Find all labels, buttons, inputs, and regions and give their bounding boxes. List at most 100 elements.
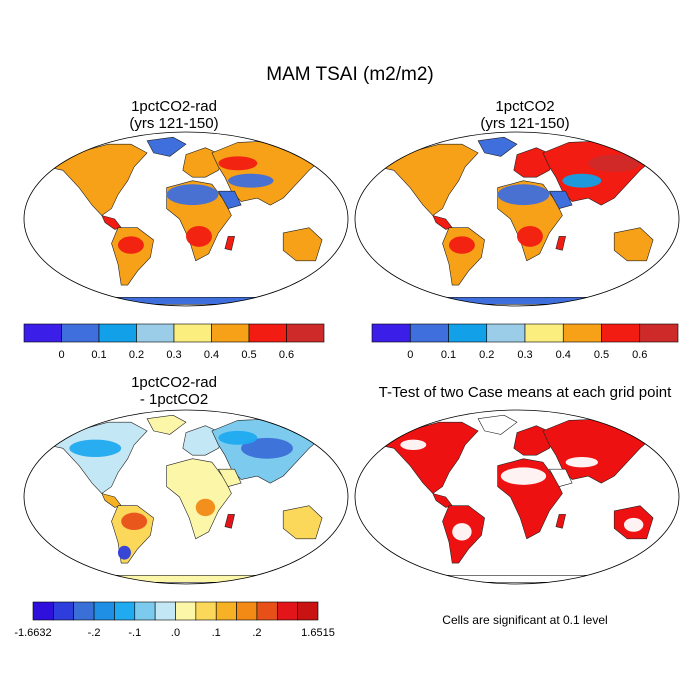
land-northamerica xyxy=(374,421,479,494)
land-greenland xyxy=(146,136,187,157)
colorbar-tick-label: .2 xyxy=(252,627,261,639)
panel-title-ttest: T-Test of two Case means at each grid po… xyxy=(378,384,672,401)
colorbar-tick-label: 0.2 xyxy=(479,349,494,361)
colorbar-tick-label: 0.3 xyxy=(166,349,181,361)
colorbar-swatch xyxy=(136,323,175,343)
colorbar-swatch xyxy=(98,323,137,343)
land-arabia xyxy=(548,468,573,487)
map-panel-3 xyxy=(23,409,349,585)
land-arabia xyxy=(217,190,242,209)
land-madagascar xyxy=(224,236,235,251)
colorbar-tick-label: -.1 xyxy=(128,627,141,639)
field-patch xyxy=(241,437,293,459)
land-northamerica xyxy=(43,143,148,216)
field-patch xyxy=(166,184,219,206)
land-madagascar xyxy=(555,236,566,251)
map-boundary xyxy=(354,409,680,585)
colorbar-swatch xyxy=(211,323,250,343)
colorbar-tick-label: .0 xyxy=(171,627,180,639)
land-antarctica xyxy=(62,574,310,583)
land-northamerica xyxy=(43,421,148,494)
colorbar-3: -1.6632 -.2 -.1 .0 .1 .2 1.6515 xyxy=(14,601,335,639)
colorbar-swatch xyxy=(601,323,641,343)
land-centralamerica xyxy=(432,215,453,230)
panel-title-line1: 1pctCO2 xyxy=(495,98,555,115)
field-patch xyxy=(69,439,122,457)
colorbar-swatch xyxy=(236,601,258,621)
colorbar-swatch xyxy=(448,323,488,343)
land-northamerica xyxy=(374,143,479,216)
land-antarctica xyxy=(393,574,641,583)
land-greenland xyxy=(146,414,187,435)
colorbar-tick-label: -1.6632 xyxy=(14,627,51,639)
land-centralamerica xyxy=(101,493,122,508)
colorbar-swatch xyxy=(61,323,100,343)
colorbar-swatch xyxy=(173,323,212,343)
colorbar-tick-label: 0.1 xyxy=(441,349,456,361)
colorbar-swatch xyxy=(32,601,54,621)
colorbar-swatch xyxy=(53,601,75,621)
land-centralamerica xyxy=(101,215,122,230)
colorbar-tick-label: 0.2 xyxy=(129,349,144,361)
colorbar-swatch xyxy=(73,601,95,621)
field-patch xyxy=(562,173,602,188)
colorbar-swatch xyxy=(23,323,62,343)
colorbar-swatch xyxy=(154,601,176,621)
field-patch xyxy=(218,156,258,171)
panel-title-line2: (yrs 121-150) xyxy=(129,115,219,132)
field-patch xyxy=(195,498,216,517)
colorbar-tick-label: -.2 xyxy=(88,627,101,639)
colorbar-tick-label: 0.1 xyxy=(91,349,106,361)
panel-title-line1: 1pctCO2-rad xyxy=(131,374,217,391)
panel-title-line2: (yrs 121-150) xyxy=(480,115,570,132)
land-arabia xyxy=(217,468,242,487)
field-patch xyxy=(565,456,598,468)
colorbar-tick-label: 0.6 xyxy=(279,349,294,361)
land-greenland xyxy=(477,414,518,435)
field-patch xyxy=(452,523,472,541)
colorbar-tick-label: 0.4 xyxy=(556,349,571,361)
land-madagascar xyxy=(555,514,566,529)
colorbar-swatch xyxy=(486,323,526,343)
panel-title-difference: 1pctCO2-rad - 1pctCO2 xyxy=(24,374,324,408)
land-arabia xyxy=(548,190,573,209)
land-antarctica xyxy=(393,296,641,305)
colorbar-tick-label: .1 xyxy=(212,627,221,639)
colorbar-swatch xyxy=(286,323,325,343)
colorbar-swatch xyxy=(256,601,278,621)
land-australia xyxy=(282,227,323,262)
colorbar-swatch xyxy=(297,601,319,621)
colorbar-tick-label: 0.3 xyxy=(517,349,532,361)
field-patch xyxy=(228,173,274,188)
map-panel-2 xyxy=(354,131,680,307)
colorbar-swatch xyxy=(215,601,237,621)
field-patch xyxy=(623,517,644,532)
field-patch xyxy=(121,512,148,531)
land-antarctica xyxy=(62,296,310,305)
colorbar-swatch xyxy=(248,323,287,343)
land-madagascar xyxy=(224,514,235,529)
field-patch xyxy=(117,236,144,254)
field-patch xyxy=(497,184,550,206)
panel-title-line2: - 1pctCO2 xyxy=(139,391,209,408)
colorbar-tick-label: 0.5 xyxy=(241,349,256,361)
map-land-layer xyxy=(374,414,657,583)
colorbar-tick-label: 1.6515 xyxy=(301,627,335,639)
colorbar-tick-label: 0.4 xyxy=(204,349,219,361)
colorbar-swatch xyxy=(371,323,411,343)
colorbar-swatch xyxy=(175,601,197,621)
colorbar-tick-label: 0 xyxy=(407,349,413,361)
land-centralamerica xyxy=(432,493,453,508)
map-panel-4 xyxy=(354,409,680,585)
colorbar-swatch xyxy=(195,601,217,621)
field-patch xyxy=(117,545,131,560)
colorbar-swatch xyxy=(276,601,298,621)
field-patch xyxy=(218,430,258,445)
field-patch xyxy=(448,236,475,254)
map-boundary xyxy=(23,409,349,585)
colorbar-swatch xyxy=(134,601,156,621)
colorbar-swatch xyxy=(93,601,115,621)
colorbar-1: 0 0.1 0.2 0.3 0.4 0.5 0.6 xyxy=(23,323,325,361)
colorbar-2: 0 0.1 0.2 0.3 0.4 0.5 0.6 xyxy=(371,323,679,361)
